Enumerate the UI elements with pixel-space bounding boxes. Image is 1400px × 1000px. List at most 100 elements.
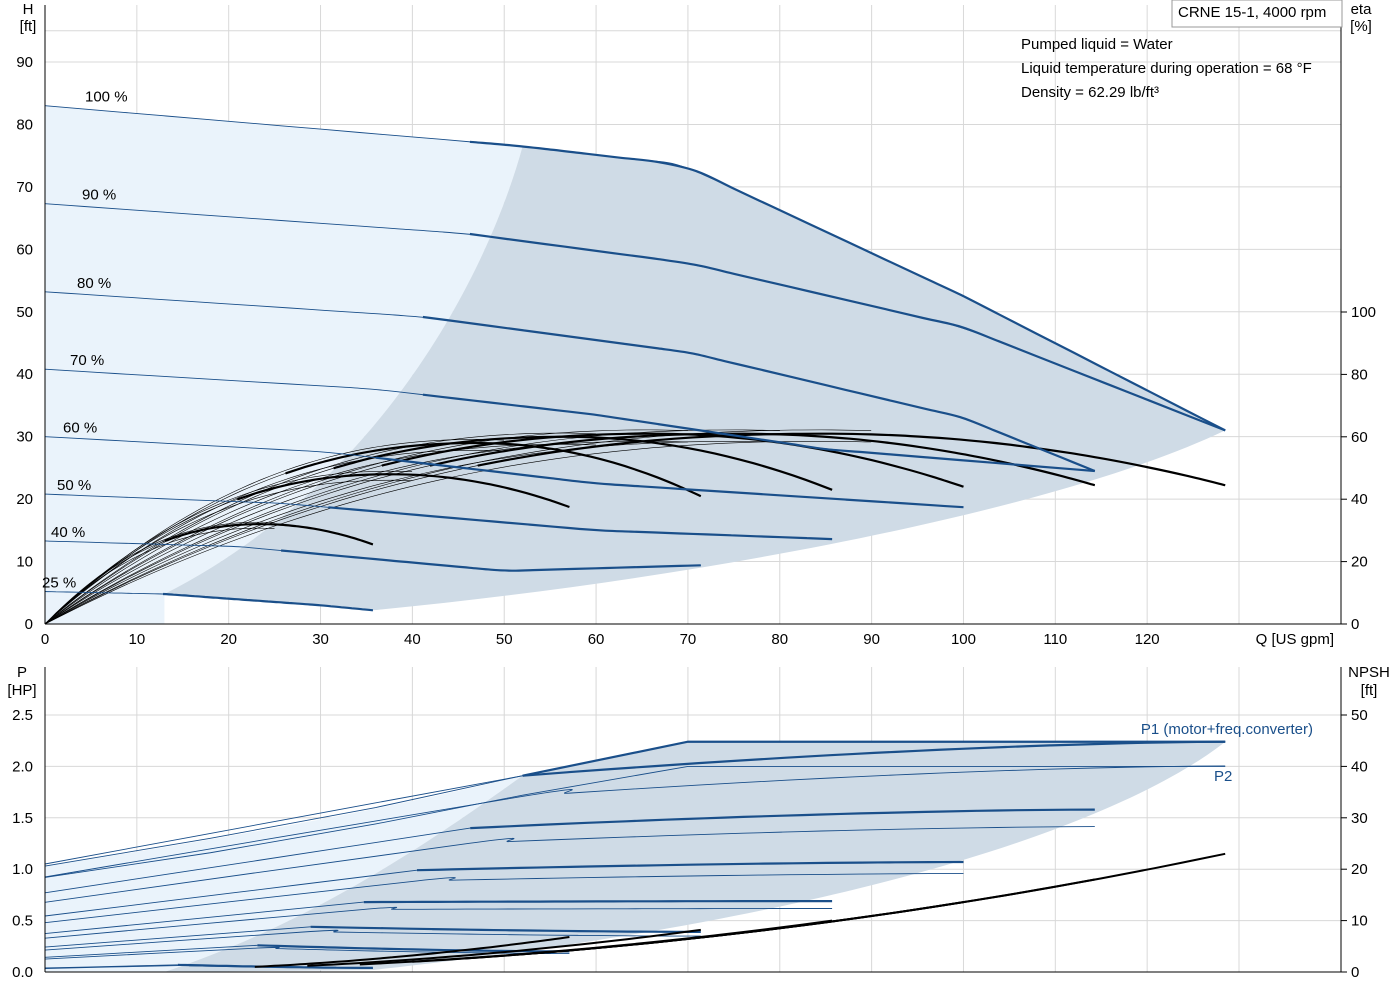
efficiency-curve-fan — [44, 432, 597, 625]
npsh-tick-label: 30 — [1351, 810, 1368, 827]
x-tick-label: 80 — [771, 631, 788, 648]
speed-label: 40 % — [51, 524, 85, 541]
speed-label: 25 % — [42, 575, 76, 592]
x-tick-label: 60 — [588, 631, 605, 648]
qh-curve-operating — [375, 456, 964, 509]
p1-speed-curve-tail — [44, 775, 524, 865]
y-tick-label: 90 — [16, 54, 33, 71]
efficiency-curve — [164, 523, 374, 546]
x-tick-label: 20 — [220, 631, 237, 648]
npsh-axis-unit: [ft] — [1361, 682, 1378, 699]
qh-curve-operating — [328, 506, 833, 541]
x-tick-label: 90 — [863, 631, 880, 648]
y-tick-label: 0 — [25, 616, 33, 633]
npsh-tick-label: 10 — [1351, 913, 1368, 930]
y-axis-label: H — [23, 1, 34, 18]
p1-speed-curve-tail — [44, 827, 471, 894]
efficiency-curve-fan — [44, 521, 275, 625]
p-tick-label: 0.0 — [12, 964, 33, 981]
y-tick-label: 30 — [16, 429, 33, 446]
y2-tick-label: 80 — [1351, 366, 1368, 383]
p1-speed-curve-tail — [44, 964, 178, 969]
speed-label: 50 % — [57, 477, 91, 494]
p1-speed-curve — [470, 808, 1095, 830]
p-axis-label: P — [17, 664, 27, 681]
y2-axis-label: eta — [1351, 1, 1373, 18]
p2-speed-curve — [44, 765, 1226, 878]
p-tick-label: 2.0 — [12, 758, 33, 775]
p2-speed-curve — [44, 946, 570, 960]
speed-label: 80 % — [77, 275, 111, 292]
p-tick-label: 1.5 — [12, 810, 33, 827]
qh-curve-operating — [422, 315, 1096, 473]
efficiency-curve-fan — [44, 443, 597, 625]
p1-speed-curve-tail — [44, 944, 258, 958]
x-tick-label: 70 — [680, 631, 697, 648]
y2-tick-label: 20 — [1351, 554, 1368, 571]
x-tick-label: 120 — [1135, 631, 1160, 648]
y-axis-unit: [ft] — [20, 18, 37, 35]
qh-curve-operating — [162, 592, 374, 612]
p2-label: P2 — [1214, 768, 1232, 785]
y-tick-label: 10 — [16, 554, 33, 571]
y2-tick-label: 100 — [1351, 304, 1376, 321]
p1-speed-curve-tail — [44, 901, 364, 935]
p1-speed-curve — [522, 740, 1226, 777]
speed-label: 90 % — [82, 187, 116, 204]
y-tick-label: 20 — [16, 491, 33, 508]
x-tick-label: 100 — [951, 631, 976, 648]
npsh-curve — [307, 928, 701, 967]
x-tick-label: 50 — [496, 631, 513, 648]
x-tick-label: 30 — [312, 631, 329, 648]
y2-tick-label: 0 — [1351, 616, 1359, 633]
y2-tick-label: 40 — [1351, 491, 1368, 508]
npsh-tick-label: 0 — [1351, 964, 1359, 981]
y2-tick-label: 60 — [1351, 429, 1368, 446]
speed-label: 70 % — [70, 352, 104, 369]
p-axis-unit: [HP] — [7, 682, 36, 699]
info-line-density: Density = 62.29 lb/ft³ — [1021, 84, 1159, 101]
p1-speed-curve — [363, 899, 833, 904]
p1-envelope-operating — [522, 740, 1226, 777]
info-line-temperature: Liquid temperature during operation = 68… — [1021, 60, 1312, 77]
p2-speed-curve — [44, 906, 833, 939]
x-tick-label: 40 — [404, 631, 421, 648]
y-tick-label: 40 — [16, 366, 33, 383]
p1-speed-curve — [177, 963, 373, 970]
qh-curve-operating — [469, 140, 1226, 432]
npsh-axis-label: NPSH — [1348, 664, 1390, 681]
x-tick-label: 110 — [1043, 631, 1067, 648]
p-tick-label: 0.5 — [12, 913, 33, 930]
p2-speed-curve — [44, 873, 964, 924]
qh-curve-operating — [281, 549, 701, 572]
extended-range-region — [45, 105, 523, 624]
p2-speed-curve — [44, 929, 701, 951]
efficiency-curve-fan — [44, 440, 688, 625]
p1-label: P1 (motor+freq.converter) — [1141, 721, 1313, 738]
info-line-liquid: Pumped liquid = Water — [1021, 36, 1173, 53]
y2-axis-unit: [%] — [1350, 18, 1372, 35]
npsh-curve — [517, 852, 1226, 956]
p-tick-label: 2.5 — [12, 707, 33, 724]
p1-speed-curve — [416, 860, 964, 872]
npsh-curve — [254, 936, 570, 968]
qh-curve-operating — [422, 393, 1095, 473]
p2-speed-curve — [44, 826, 1095, 903]
x-tick-label: 10 — [129, 631, 146, 648]
operating-range-region — [164, 146, 1226, 611]
efficiency-curve-fan — [44, 429, 688, 625]
efficiency-curve-fan — [44, 439, 505, 625]
y-tick-label: 70 — [16, 179, 33, 196]
npsh-tick-label: 20 — [1351, 861, 1368, 878]
p2-envelope — [44, 765, 1226, 878]
power-extended-region — [45, 775, 523, 972]
efficiency-curve — [477, 432, 1226, 487]
npsh-tick-label: 50 — [1351, 707, 1368, 724]
p1-speed-curve — [310, 925, 701, 933]
y-tick-label: 60 — [16, 241, 33, 258]
head-efficiency-plot: 100 % 90 % 80 % 70 % 60 % 50 % 40 % 25 % 0 10 20 30… — [16, 1, 1376, 648]
p1-speed-curve-tail — [44, 869, 418, 917]
qh-curve-operating — [469, 232, 1226, 432]
y-tick-label: 80 — [16, 116, 33, 133]
